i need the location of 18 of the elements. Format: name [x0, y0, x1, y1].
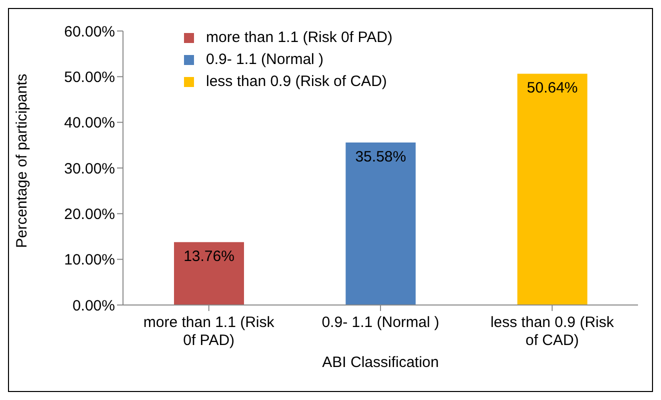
data-label: 13.76% — [184, 248, 234, 266]
legend-label: more than 1.1 (Risk 0f PAD) — [206, 29, 392, 46]
y-tick-label: 20.00% — [64, 206, 115, 223]
data-label: 50.64% — [526, 80, 578, 97]
y-tick-label: 10.00% — [64, 252, 115, 269]
y-tick-label: 0.00% — [72, 297, 115, 314]
legend-label: less than 0.9 (Risk of CAD) — [206, 73, 387, 90]
x-axis-title: ABI Classification — [322, 354, 439, 371]
x-tick-label: 0.9- 1.1 (Normal ) — [322, 314, 440, 331]
legend-label: 0.9- 1.1 (Normal ) — [206, 51, 324, 68]
x-tick-label: less than 0.9 (Risk of CAD) — [490, 314, 614, 349]
y-tick-label: 40.00% — [64, 114, 115, 132]
data-label: 35.58% — [355, 148, 406, 166]
y-tick-label: 50.00% — [64, 68, 115, 86]
y-axis-title: Percentage of participants — [13, 74, 30, 248]
y-tick-label: 60.00% — [64, 23, 115, 40]
y-tick-label: 30.00% — [64, 160, 115, 178]
x-tick-label: more than 1.1 (Risk 0f PAD) — [143, 314, 275, 349]
